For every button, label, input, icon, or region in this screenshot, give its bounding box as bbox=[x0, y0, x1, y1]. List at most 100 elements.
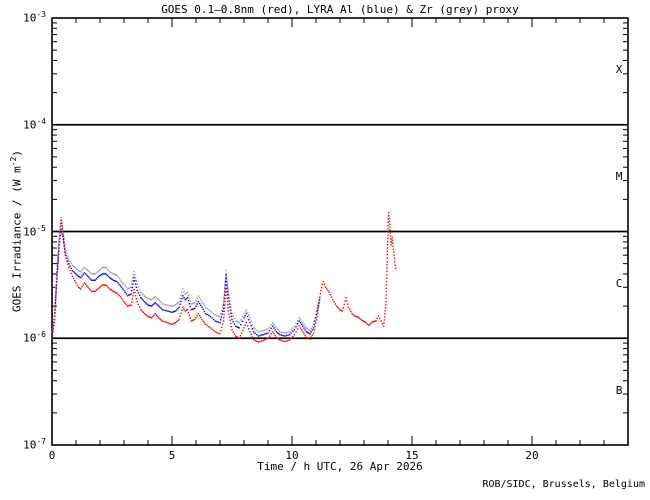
data-point-goes_red bbox=[132, 292, 135, 294]
data-point-goes_red bbox=[180, 312, 182, 315]
data-point-lyra_zr_grey bbox=[230, 309, 233, 312]
data-point-goes_red bbox=[357, 316, 359, 318]
data-point-lyra_al_blue bbox=[292, 330, 294, 333]
data-point-goes_red bbox=[318, 302, 320, 305]
data-point-goes_red bbox=[169, 323, 172, 325]
data-point-goes_red bbox=[171, 323, 173, 325]
data-point-lyra_al_blue bbox=[106, 274, 108, 276]
data-point-lyra_zr_grey bbox=[240, 319, 242, 321]
data-point-goes_red bbox=[156, 315, 159, 318]
data-point-lyra_al_blue bbox=[86, 274, 88, 276]
data-point-goes_red bbox=[336, 306, 339, 308]
data-point-lyra_zr_grey bbox=[183, 290, 185, 293]
data-point-goes_red bbox=[111, 289, 113, 292]
data-point-lyra_zr_grey bbox=[309, 329, 311, 332]
data-point-lyra_al_blue bbox=[188, 303, 191, 305]
data-point-lyra_zr_grey bbox=[278, 329, 280, 332]
data-point-goes_red bbox=[226, 297, 228, 300]
data-point-lyra_al_blue bbox=[155, 303, 158, 305]
data-point-goes_red bbox=[217, 332, 220, 334]
data-point-lyra_al_blue bbox=[192, 308, 195, 310]
data-point-lyra_al_blue bbox=[221, 313, 223, 315]
data-point-goes_red bbox=[250, 333, 252, 336]
data-point-lyra_zr_grey bbox=[288, 331, 291, 333]
data-point-lyra_zr_grey bbox=[137, 286, 140, 288]
data-point-goes_red bbox=[385, 280, 388, 283]
data-point-lyra_zr_grey bbox=[202, 302, 204, 305]
data-point-lyra_zr_grey bbox=[158, 298, 160, 301]
data-point-goes_red bbox=[223, 307, 226, 309]
data-point-goes_red bbox=[385, 284, 388, 286]
data-point-lyra_al_blue bbox=[126, 295, 129, 297]
data-point-goes_red bbox=[100, 285, 102, 287]
data-point-goes_red bbox=[333, 301, 335, 303]
data-point-lyra_al_blue bbox=[183, 297, 185, 299]
data-point-goes_red bbox=[239, 335, 242, 337]
data-point-lyra_al_blue bbox=[280, 334, 283, 336]
x-axis-label: Time / h UTC, 26 Apr 2026 bbox=[257, 460, 423, 473]
data-point-goes_red bbox=[383, 316, 386, 318]
data-point-goes_red bbox=[225, 291, 228, 293]
data-point-lyra_al_blue bbox=[194, 307, 196, 310]
data-point-lyra_zr_grey bbox=[236, 320, 238, 323]
data-point-lyra_al_blue bbox=[184, 298, 186, 301]
data-point-goes_red bbox=[385, 304, 387, 306]
data-point-goes_red bbox=[292, 335, 294, 338]
data-point-lyra_al_blue bbox=[231, 318, 233, 321]
data-point-goes_red bbox=[84, 283, 87, 286]
data-point-lyra_zr_grey bbox=[231, 312, 233, 315]
data-point-goes_red bbox=[194, 318, 196, 321]
data-point-goes_red bbox=[136, 301, 138, 303]
data-point-lyra_al_blue bbox=[57, 265, 59, 268]
data-point-goes_red bbox=[348, 308, 351, 311]
data-point-goes_red bbox=[134, 295, 137, 297]
data-point-goes_red bbox=[384, 307, 387, 309]
data-point-goes_red bbox=[383, 319, 385, 321]
data-point-lyra_zr_grey bbox=[292, 327, 294, 329]
data-point-lyra_zr_grey bbox=[140, 291, 142, 293]
data-point-lyra_zr_grey bbox=[62, 226, 64, 228]
data-point-goes_red bbox=[202, 320, 204, 322]
data-point-lyra_zr_grey bbox=[212, 313, 215, 315]
data-point-lyra_al_blue bbox=[214, 320, 216, 322]
data-point-goes_red bbox=[106, 285, 108, 287]
data-point-goes_red bbox=[144, 313, 147, 316]
data-point-lyra_zr_grey bbox=[101, 266, 104, 269]
data-point-lyra_al_blue bbox=[298, 320, 300, 322]
data-point-lyra_al_blue bbox=[119, 285, 122, 287]
data-point-goes_red bbox=[223, 310, 225, 313]
data-point-lyra_al_blue bbox=[245, 312, 248, 315]
data-point-lyra_zr_grey bbox=[225, 269, 227, 272]
data-point-goes_red bbox=[62, 230, 64, 233]
data-point-lyra_al_blue bbox=[209, 315, 212, 318]
data-point-lyra_zr_grey bbox=[132, 277, 134, 279]
data-point-goes_red bbox=[82, 284, 84, 286]
data-point-goes_red bbox=[176, 320, 178, 323]
data-point-lyra_zr_grey bbox=[82, 268, 84, 270]
data-point-goes_red bbox=[137, 303, 140, 306]
data-point-lyra_al_blue bbox=[223, 294, 226, 296]
data-point-goes_red bbox=[335, 305, 338, 307]
data-point-goes_red bbox=[104, 284, 106, 286]
data-point-lyra_zr_grey bbox=[234, 320, 237, 322]
data-point-goes_red bbox=[306, 337, 309, 339]
data-point-goes_red bbox=[320, 289, 322, 292]
data-point-lyra_al_blue bbox=[110, 277, 112, 280]
data-point-goes_red bbox=[89, 289, 92, 291]
data-point-goes_red bbox=[260, 340, 263, 342]
data-point-goes_red bbox=[344, 300, 346, 302]
data-point-lyra_zr_grey bbox=[144, 296, 147, 298]
data-point-goes_red bbox=[244, 324, 246, 326]
data-point-goes_red bbox=[172, 323, 174, 325]
data-point-lyra_zr_grey bbox=[188, 297, 191, 299]
data-point-lyra_al_blue bbox=[72, 271, 75, 273]
data-point-lyra_al_blue bbox=[87, 275, 89, 278]
data-point-lyra_al_blue bbox=[154, 302, 156, 304]
data-point-lyra_al_blue bbox=[246, 315, 249, 318]
data-point-goes_red bbox=[178, 318, 180, 321]
data-point-goes_red bbox=[238, 337, 240, 339]
data-point-lyra_al_blue bbox=[122, 288, 124, 290]
data-point-goes_red bbox=[229, 319, 231, 322]
data-point-lyra_al_blue bbox=[163, 309, 165, 311]
data-point-goes_red bbox=[237, 336, 239, 339]
